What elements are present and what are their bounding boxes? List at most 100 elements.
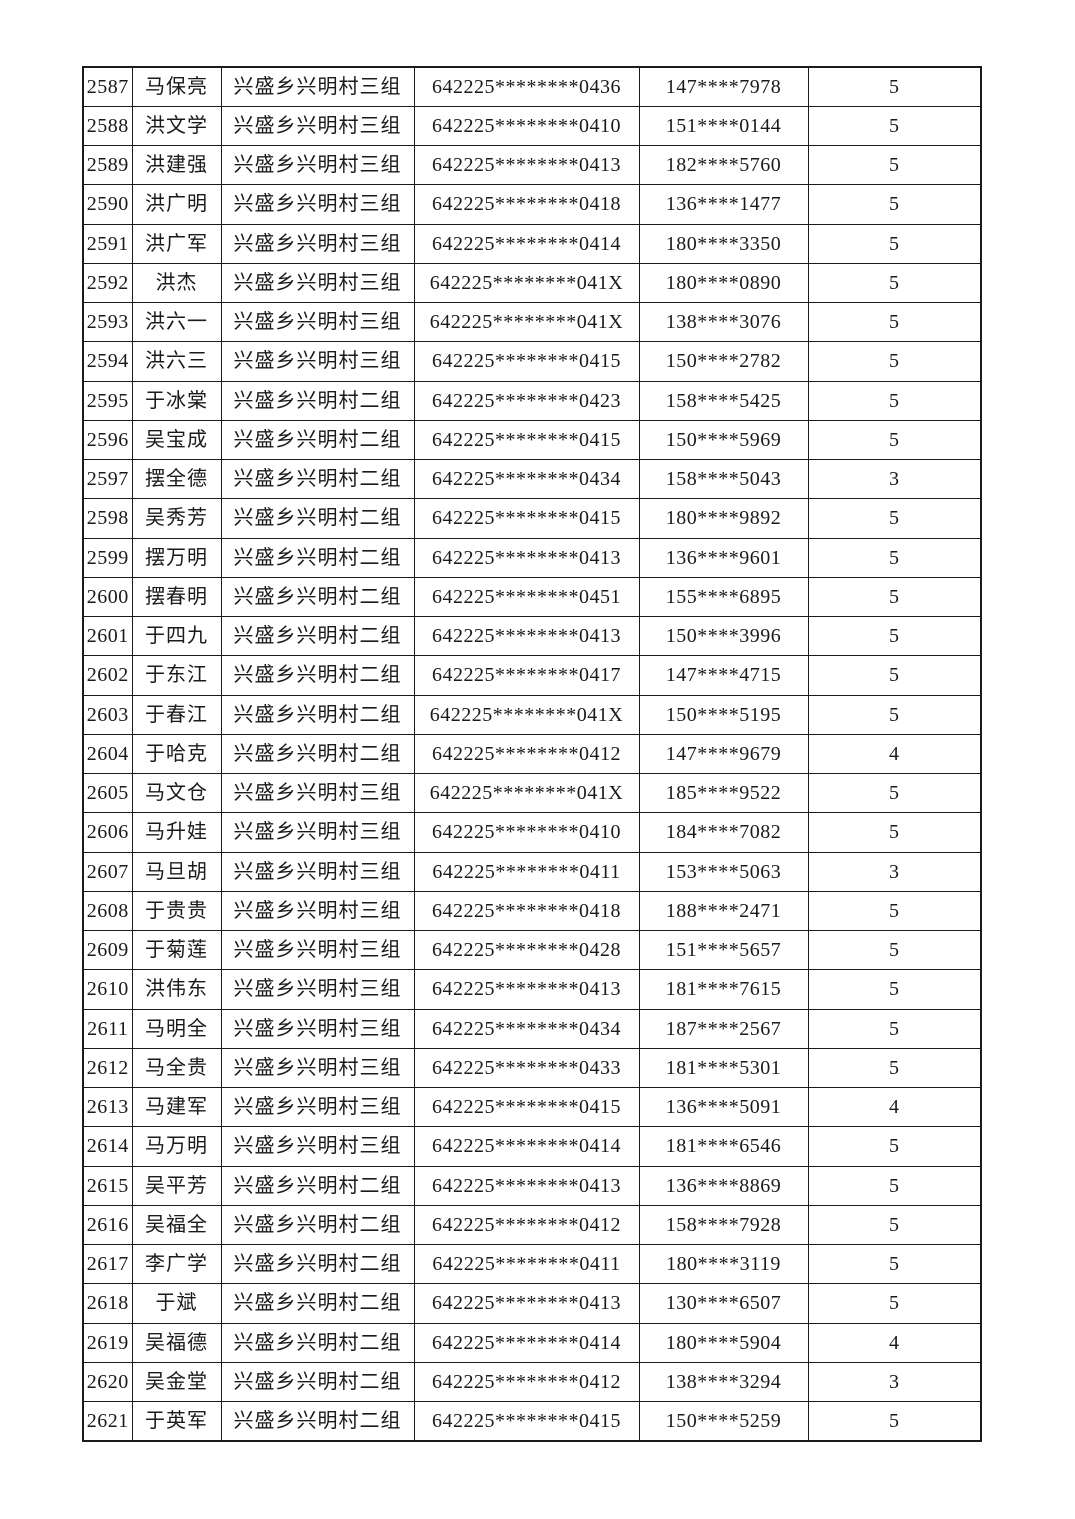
row-number-cell: 2608 (82, 890, 133, 932)
row-number-cell: 2619 (82, 1322, 133, 1363)
id-number-cell: 642225********0413 (413, 1165, 640, 1206)
person-name-cell: 于四九 (131, 615, 222, 657)
person-name-cell: 洪六一 (131, 301, 222, 343)
count-cell: 4 (807, 1322, 982, 1363)
phone-number-cell: 158****7928 (638, 1204, 809, 1246)
count-cell: 5 (807, 655, 982, 696)
table-row: 2594 洪六三 兴盛乡兴明村三组 642225********0415 150… (82, 341, 982, 382)
person-name-cell: 吴平芳 (131, 1165, 222, 1206)
row-number-cell: 2604 (82, 733, 133, 775)
person-name-cell: 吴福全 (131, 1204, 222, 1246)
id-number-cell: 642225********0413 (413, 969, 640, 1010)
phone-number-cell: 180****3119 (638, 1243, 809, 1285)
phone-number-cell: 151****0144 (638, 105, 809, 147)
id-number-cell: 642225********0415 (413, 1400, 640, 1442)
phone-number-cell: 150****5195 (638, 694, 809, 735)
table-row: 2605 马文仓 兴盛乡兴明村三组 642225********041X 185… (82, 772, 982, 814)
address-cell: 兴盛乡兴明村二组 (220, 1322, 415, 1363)
phone-number-cell: 147****4715 (638, 655, 809, 696)
count-cell: 5 (807, 498, 982, 539)
count-cell: 5 (807, 105, 982, 147)
count-cell: 4 (807, 1086, 982, 1128)
table-row: 2614 马万明 兴盛乡兴明村三组 642225********0414 181… (82, 1126, 982, 1167)
address-cell: 兴盛乡兴明村二组 (220, 576, 415, 618)
person-name-cell: 马保亮 (131, 66, 222, 107)
person-name-cell: 吴秀芳 (131, 498, 222, 539)
count-cell: 5 (807, 576, 982, 618)
phone-number-cell: 155****6895 (638, 576, 809, 618)
phone-number-cell: 138****3076 (638, 301, 809, 343)
row-number-cell: 2598 (82, 498, 133, 539)
count-cell: 5 (807, 1283, 982, 1324)
person-name-cell: 于英军 (131, 1400, 222, 1442)
row-number-cell: 2601 (82, 615, 133, 657)
address-cell: 兴盛乡兴明村二组 (220, 615, 415, 657)
address-cell: 兴盛乡兴明村三组 (220, 144, 415, 186)
count-cell: 3 (807, 1361, 982, 1403)
phone-number-cell: 136****8869 (638, 1165, 809, 1206)
phone-number-cell: 150****5969 (638, 419, 809, 461)
phone-number-cell: 180****9892 (638, 498, 809, 539)
address-cell: 兴盛乡兴明村二组 (220, 537, 415, 578)
count-cell: 5 (807, 694, 982, 735)
count-cell: 5 (807, 969, 982, 1010)
row-number-cell: 2607 (82, 851, 133, 892)
row-number-cell: 2592 (82, 262, 133, 304)
id-number-cell: 642225********0413 (413, 537, 640, 578)
count-cell: 5 (807, 419, 982, 461)
row-number-cell: 2595 (82, 380, 133, 421)
address-cell: 兴盛乡兴明村三组 (220, 851, 415, 892)
count-cell: 5 (807, 929, 982, 971)
phone-number-cell: 150****3996 (638, 615, 809, 657)
count-cell: 3 (807, 458, 982, 500)
id-number-cell: 642225********0413 (413, 144, 640, 186)
person-name-cell: 吴福德 (131, 1322, 222, 1363)
phone-number-cell: 138****3294 (638, 1361, 809, 1403)
count-cell: 5 (807, 341, 982, 382)
phone-number-cell: 158****5425 (638, 380, 809, 421)
id-number-cell: 642225********0436 (413, 66, 640, 107)
person-name-cell: 于贵贵 (131, 890, 222, 932)
phone-number-cell: 150****5259 (638, 1400, 809, 1442)
row-number-cell: 2589 (82, 144, 133, 186)
row-number-cell: 2611 (82, 1008, 133, 1049)
id-number-cell: 642225********0415 (413, 341, 640, 382)
phone-number-cell: 187****2567 (638, 1008, 809, 1049)
count-cell: 5 (807, 537, 982, 578)
count-cell: 5 (807, 380, 982, 421)
row-number-cell: 2614 (82, 1126, 133, 1167)
count-cell: 5 (807, 1165, 982, 1206)
address-cell: 兴盛乡兴明村二组 (220, 458, 415, 500)
phone-number-cell: 147****9679 (638, 733, 809, 775)
id-number-cell: 642225********0428 (413, 929, 640, 971)
address-cell: 兴盛乡兴明村二组 (220, 1283, 415, 1324)
id-number-cell: 642225********0410 (413, 812, 640, 853)
id-number-cell: 642225********0412 (413, 1361, 640, 1403)
address-cell: 兴盛乡兴明村二组 (220, 694, 415, 735)
person-name-cell: 洪六三 (131, 341, 222, 382)
address-cell: 兴盛乡兴明村三组 (220, 1086, 415, 1128)
address-cell: 兴盛乡兴明村二组 (220, 1243, 415, 1285)
table-row: 2592 洪杰 兴盛乡兴明村三组 642225********041X 180*… (82, 262, 982, 304)
row-number-cell: 2603 (82, 694, 133, 735)
phone-number-cell: 181****7615 (638, 969, 809, 1010)
count-cell: 5 (807, 301, 982, 343)
table-row: 2616 吴福全 兴盛乡兴明村二组 642225********0412 158… (82, 1204, 982, 1246)
row-number-cell: 2605 (82, 772, 133, 814)
row-number-cell: 2615 (82, 1165, 133, 1206)
id-number-cell: 642225********0412 (413, 1204, 640, 1246)
id-number-cell: 642225********0410 (413, 105, 640, 147)
address-cell: 兴盛乡兴明村二组 (220, 1204, 415, 1246)
address-cell: 兴盛乡兴明村二组 (220, 1165, 415, 1206)
table-row: 2599 摆万明 兴盛乡兴明村二组 642225********0413 136… (82, 537, 982, 578)
person-name-cell: 马建军 (131, 1086, 222, 1128)
phone-number-cell: 158****5043 (638, 458, 809, 500)
table-row: 2609 于菊莲 兴盛乡兴明村三组 642225********0428 151… (82, 929, 982, 971)
id-number-cell: 642225********0415 (413, 419, 640, 461)
id-number-cell: 642225********0433 (413, 1047, 640, 1089)
count-cell: 5 (807, 184, 982, 225)
id-number-cell: 642225********0413 (413, 1283, 640, 1324)
row-number-cell: 2591 (82, 223, 133, 264)
person-name-cell: 于菊莲 (131, 929, 222, 971)
